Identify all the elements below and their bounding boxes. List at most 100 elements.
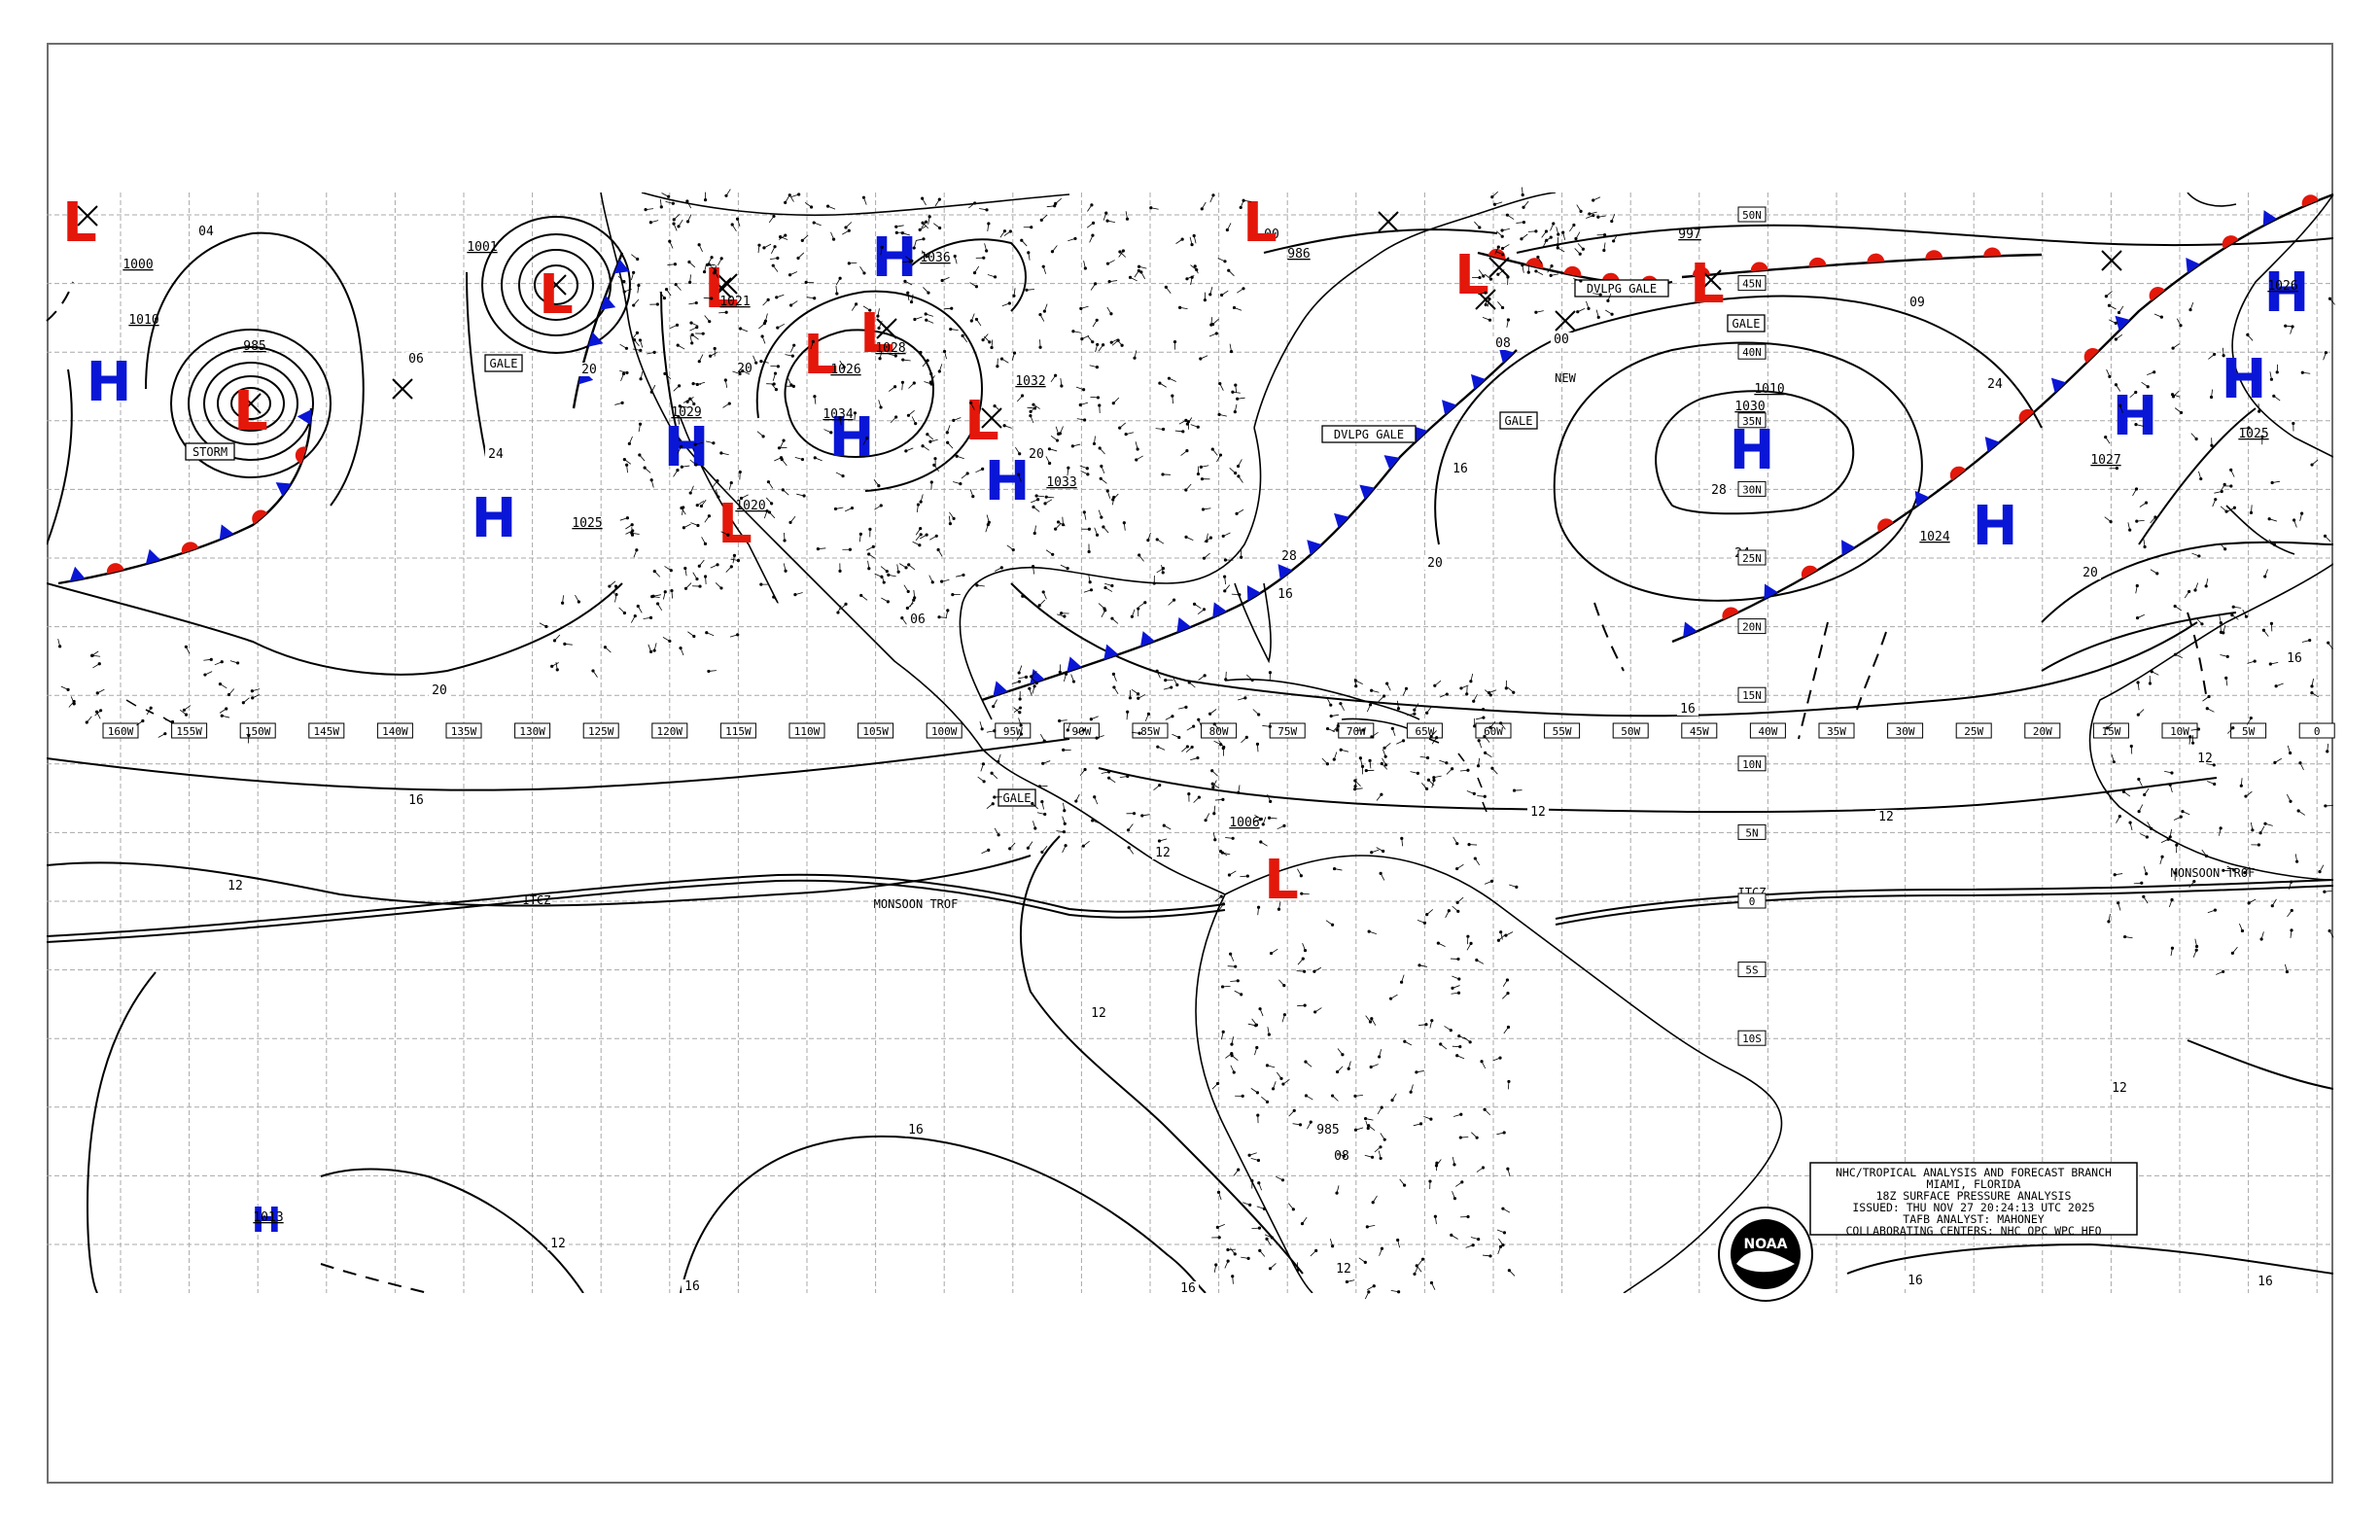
isobar-label: 28: [1278, 549, 1300, 564]
lon-label: 40W: [1749, 722, 1786, 739]
isobar-label: 20: [734, 362, 755, 376]
lon-label-text: 105W: [862, 725, 889, 738]
lat-label: 10N: [1737, 755, 1767, 772]
high-pressure-center: H 1025: [2222, 348, 2269, 441]
cold-front-symbol: [1307, 540, 1322, 555]
lon-label-text: 70W: [1347, 725, 1366, 738]
low-center-cross: [1555, 310, 1576, 332]
high-pressure-center: H 1024: [1919, 495, 2017, 558]
pressure-center-letter: H: [252, 1201, 281, 1241]
isobar-label-text: 16: [408, 793, 424, 808]
cold-front-symbol: [1764, 583, 1778, 600]
cold-front-symbol: [1334, 512, 1349, 529]
low-center-cross: [1700, 269, 1722, 291]
lon-label-text: 10W: [2170, 725, 2189, 738]
pressure-center-value: 1006: [1229, 816, 1259, 830]
lon-label: 155W: [171, 722, 208, 739]
pressure-center-letter: H: [2113, 385, 2158, 448]
pressure-center-value: 1010: [128, 313, 158, 328]
dvlpg-gale-tag: DVLPG GALE: [1321, 425, 1417, 443]
isobar-label-text: 12: [550, 1237, 566, 1251]
isobar-label-text: 16: [1680, 702, 1696, 717]
isobar-label-text: 00: [1264, 228, 1279, 242]
lon-label-text: 45W: [1690, 725, 1709, 738]
pressure-center-letter: L: [1690, 253, 1725, 316]
station-plots: [57, 187, 2335, 1300]
low-center-cross: [240, 393, 262, 414]
low-center-cross: [77, 205, 98, 227]
lon-label: 20W: [2024, 722, 2061, 739]
isobar-label: 12: [2194, 752, 2216, 766]
low-center-cross: [1488, 257, 1510, 278]
isobar-label-text: 16: [1908, 1274, 1923, 1288]
cold-front-symbol: [2115, 315, 2131, 332]
pressure-center-value: 1030: [1734, 400, 1765, 414]
monsoon-trof-label: MONSOON TROF: [874, 897, 959, 911]
cold-front-symbol: [1412, 426, 1428, 441]
pressure-center-letter: H: [87, 351, 132, 414]
warm-front-symbol: [1488, 248, 1506, 261]
lon-label-text: 130W: [519, 725, 545, 738]
isobar-label: 20: [1424, 556, 1446, 571]
title-line-4: ISSUED: THU NOV 27 20:24:13 UTC 2025: [1852, 1201, 2094, 1214]
pressure-center-value: 1013: [253, 1210, 283, 1225]
isobar-label: 08: [1492, 336, 1514, 351]
isobar-label-text: 12: [1530, 805, 1546, 820]
lon-label-text: 140W: [382, 725, 408, 738]
lat-label-text: 0: [1749, 895, 1756, 908]
warm-front-symbol: [1867, 253, 1885, 263]
dvlpg-gale-tag-text: DVLPG GALE: [1334, 428, 1404, 441]
isobar-label: 16: [1177, 1281, 1199, 1296]
isobar-label: 06: [405, 352, 427, 367]
warm-front-symbol: [295, 446, 307, 464]
isobar-label: 24: [1984, 377, 2006, 392]
lon-label-text: 30W: [1896, 725, 1915, 738]
lat-label-text: 30N: [1742, 483, 1762, 496]
isobar-label-text: 16: [684, 1279, 700, 1294]
warm-front-symbol: [2083, 347, 2100, 364]
warm-front-symbol: [1801, 565, 1818, 579]
isobar-label-text: 12: [2197, 752, 2213, 766]
low-pressure-center: L 985: [233, 339, 268, 443]
pressure-center-letter: H: [1973, 495, 2018, 558]
cold-front-symbol: [1176, 616, 1192, 633]
lon-label: 100W: [926, 722, 962, 739]
isobar-label: 04: [195, 225, 217, 239]
low-center-cross: [717, 273, 738, 295]
low-center-cross: [545, 274, 567, 296]
lat-label-text: 45N: [1742, 278, 1762, 291]
cold-front-symbol: [1383, 455, 1400, 471]
isobar-labels: 04 06 20 24 20 16 12 12 08 28 20 00 08 00 09 16 16 20 24 28…: [195, 225, 2305, 1296]
isobar-label: 06: [907, 612, 928, 627]
new-label: NEW: [1555, 371, 1576, 385]
pressure-center-value: 1036: [920, 251, 950, 265]
warm-front-symbol: [2149, 287, 2165, 301]
lon-label: 30W: [1887, 722, 1924, 739]
warm-front-symbol: [2301, 194, 2319, 207]
storm-tag-text: STORM: [192, 445, 228, 459]
lat-label: 45N: [1737, 275, 1767, 292]
lon-label: 95W: [995, 722, 1032, 739]
lat-label-text: 20N: [1742, 621, 1762, 634]
isobar-label: 00: [1261, 228, 1282, 242]
lon-label-text: 135W: [451, 725, 477, 738]
pressure-center-letter: L: [803, 324, 838, 387]
lon-label: 85W: [1132, 722, 1169, 739]
high-pressure-center: H 1033: [985, 450, 1077, 513]
lon-label-text: 75W: [1278, 725, 1297, 738]
pressure-center-value: 1024: [1919, 530, 1949, 544]
isobar-label-text: 28: [1281, 549, 1297, 564]
pressure-center-letter: H: [2222, 348, 2267, 411]
low-center-cross: [711, 277, 732, 298]
lon-label: 105W: [858, 722, 894, 739]
isobar-label: 16: [1275, 587, 1296, 602]
isobar-label-text: 12: [1336, 1262, 1351, 1277]
lon-label-text: 95W: [1003, 725, 1023, 738]
isobar-label-text: 20: [432, 683, 447, 698]
cold-front-symbol: [1984, 437, 2000, 453]
lat-label: 40N: [1737, 343, 1767, 360]
warm-front-symbol: [1750, 262, 1768, 272]
pressure-center-letter: H: [1730, 419, 1775, 482]
